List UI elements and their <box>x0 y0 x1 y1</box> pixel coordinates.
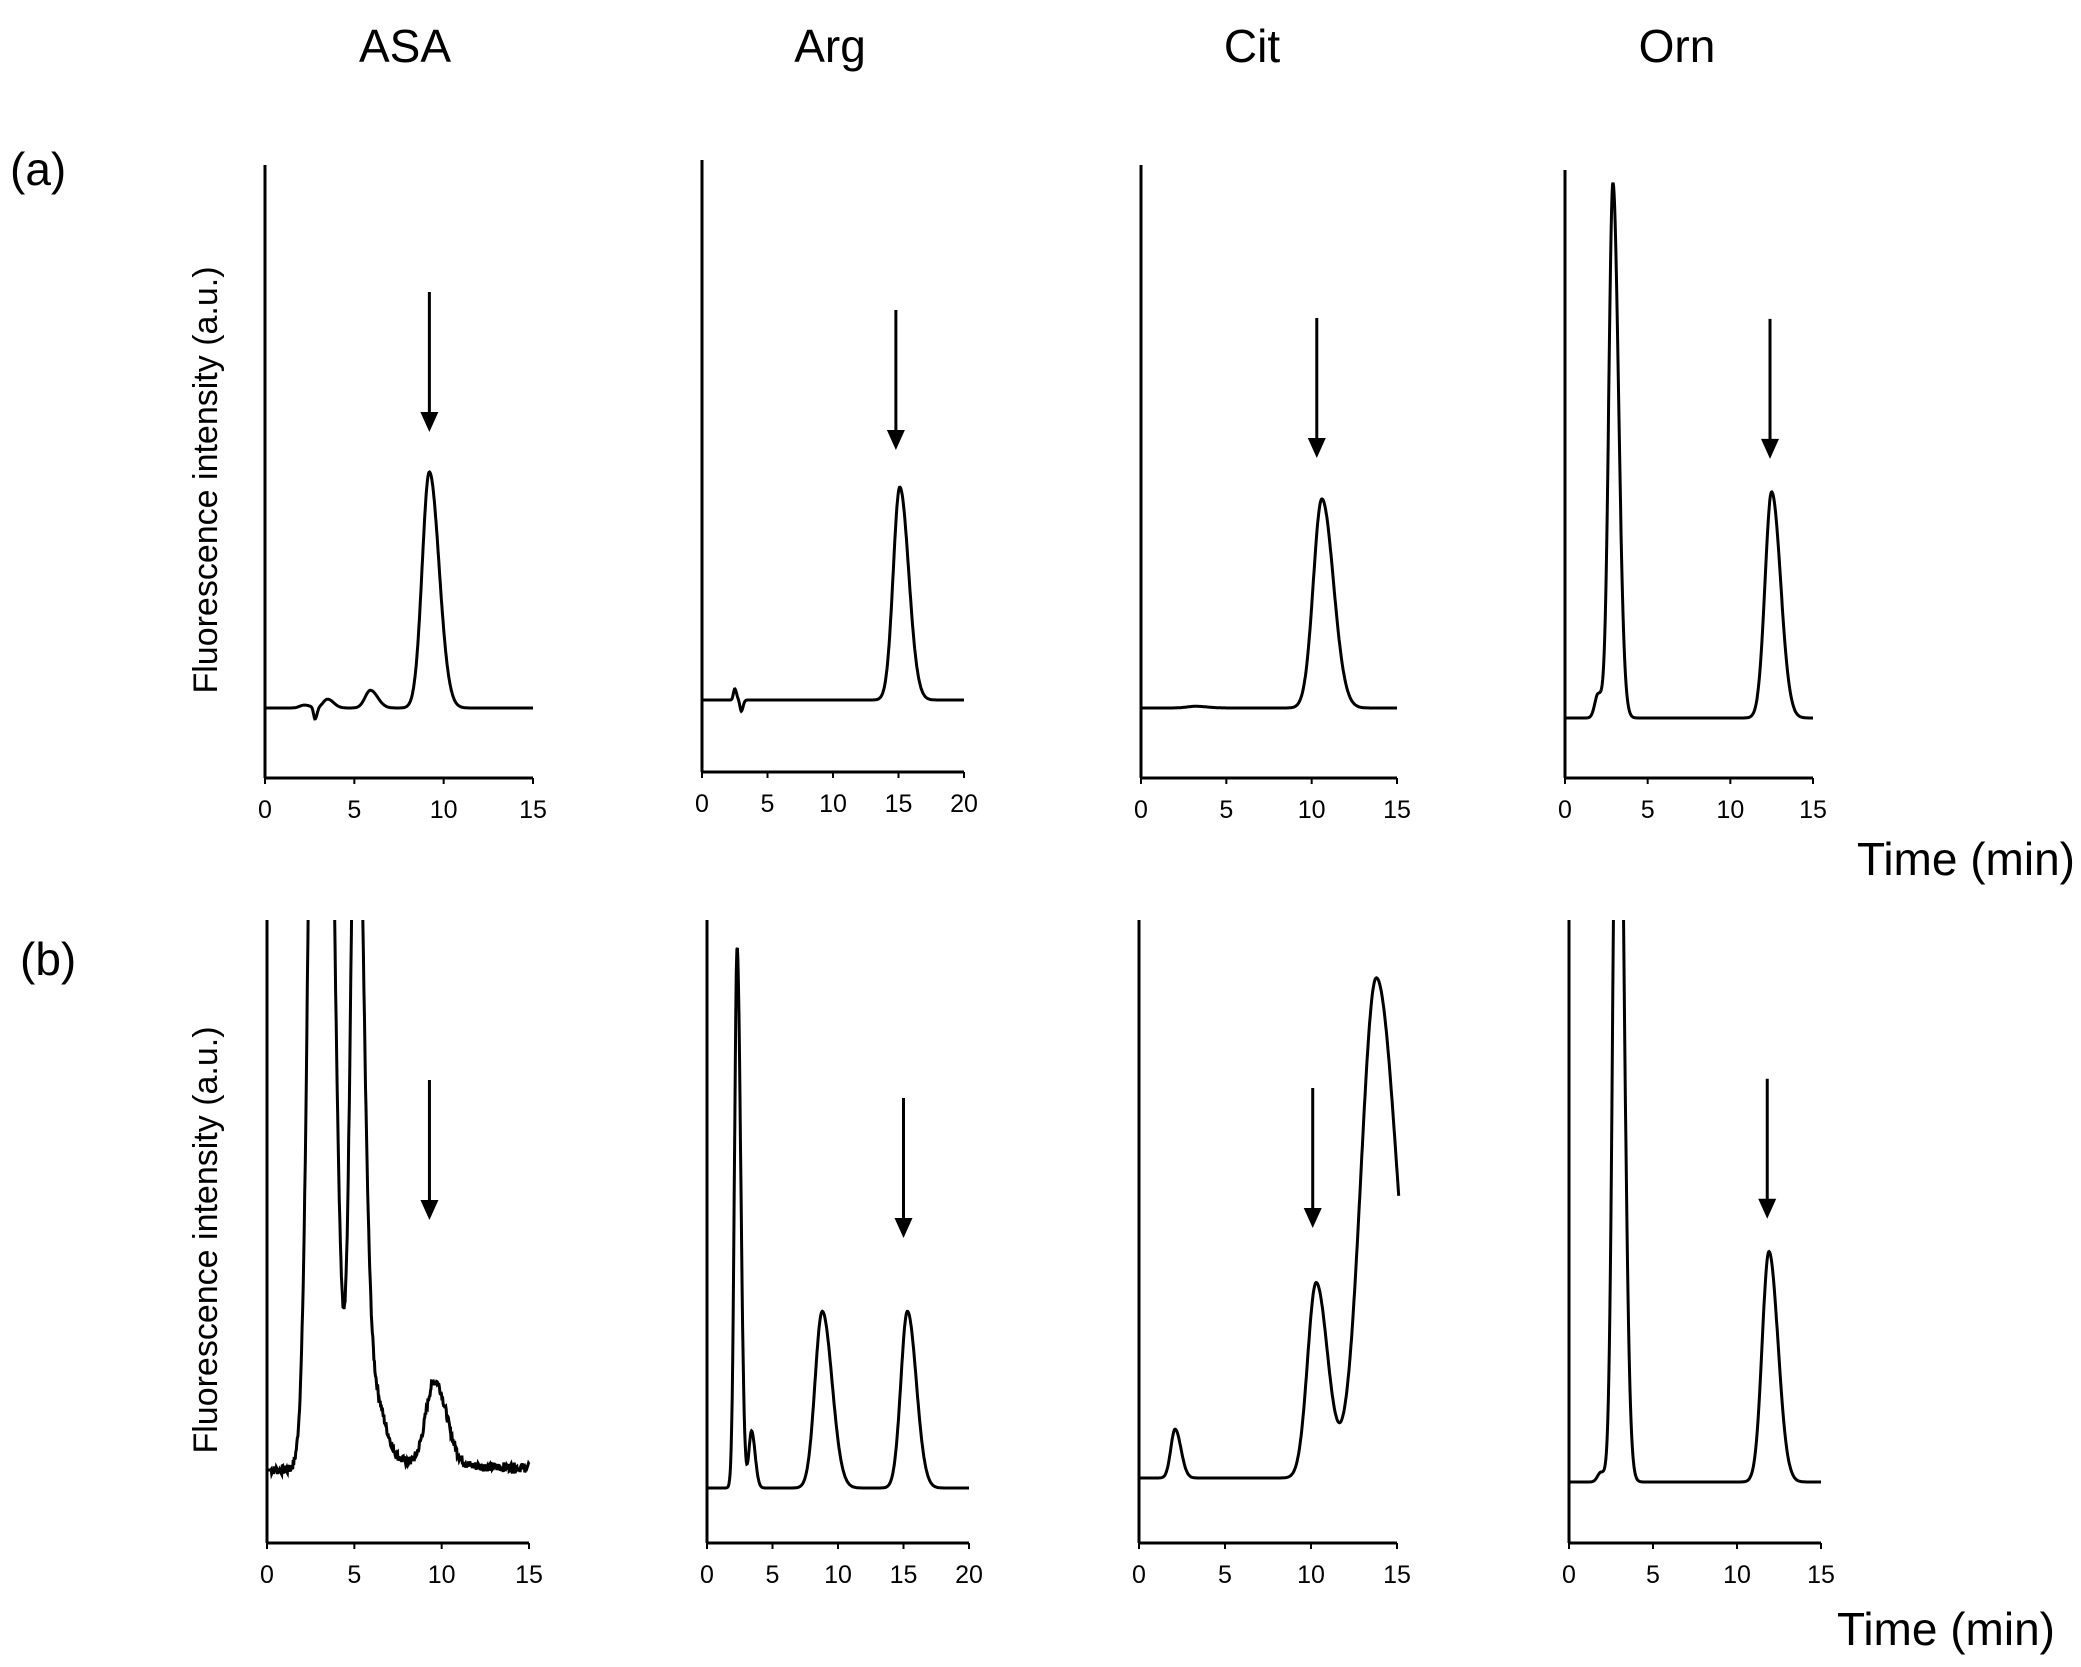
x-tick-label: 10 <box>430 796 458 824</box>
x-tick-label: 15 <box>519 796 547 824</box>
y-axis-label-row-b: Fluorescence intensity (a.u.) <box>187 1026 225 1453</box>
peak-arrow-head <box>1307 438 1326 458</box>
chromatogram-trace <box>1139 976 1401 1480</box>
x-tick-label: 15 <box>1807 1561 1835 1589</box>
panel-b-cit: 0 5 10 15 <box>1132 920 1411 1589</box>
chromatogram-trace <box>265 470 533 721</box>
x-tick-label: 15 <box>1799 796 1827 824</box>
x-tick-label: 5 <box>347 1561 361 1589</box>
peak-arrow-head <box>1303 1208 1322 1228</box>
panel-a-cit: 0 5 10 15 <box>1134 165 1411 824</box>
chromatogram-trace <box>1141 497 1397 710</box>
x-tick-label: 15 <box>885 790 913 818</box>
chromatogram-trace <box>1565 182 1813 720</box>
peak-arrow-head <box>420 412 439 432</box>
peak-arrow-head <box>886 430 905 450</box>
x-tick-label: 15 <box>1383 796 1411 824</box>
x-tick-label: 0 <box>1134 796 1148 824</box>
panel-b-asa: 0 5 10 15 <box>260 920 543 1589</box>
y-axis-label-row-a: Fluorescence intensity (a.u.) <box>187 266 225 693</box>
x-tick-label: 5 <box>1646 1561 1660 1589</box>
panel-a-arg: 0 5 10 15 20 <box>695 160 978 818</box>
peak-arrow-head <box>420 1200 439 1220</box>
panel-b-orn: 0 5 10 15 <box>1562 920 1835 1589</box>
x-tick-label: 10 <box>1723 1561 1751 1589</box>
panels: 0 5 10 15 0 5 10 15 20 0 5 10 15 0 5 10 15 0 5 10 15 0 5 10 15 20… <box>258 160 1835 1589</box>
x-tick-label: 5 <box>766 1561 780 1589</box>
x-tick-label: 10 <box>428 1561 456 1589</box>
x-tick-label: 5 <box>1219 796 1233 824</box>
x-tick-label: 0 <box>260 1561 274 1589</box>
x-tick-label: 0 <box>700 1561 714 1589</box>
x-tick-label: 5 <box>1218 1561 1232 1589</box>
column-title-cit: Cit <box>1224 20 1280 72</box>
time-axis-label-row-a: Time (min) <box>1857 833 2075 885</box>
chromatogram-trace <box>1569 920 1821 1484</box>
row-label-a: (a) <box>10 143 66 195</box>
x-tick-label: 15 <box>890 1561 918 1589</box>
panel-a-orn: 0 5 10 15 <box>1558 170 1827 824</box>
chromatogram-trace <box>707 947 969 1490</box>
x-tick-label: 20 <box>955 1561 983 1589</box>
time-axis-label-row-b: Time (min) <box>1837 1603 2055 1655</box>
peak-arrow-head <box>1758 1198 1777 1219</box>
x-tick-label: 0 <box>1132 1561 1146 1589</box>
chromatogram-trace <box>267 920 531 1480</box>
x-tick-label: 10 <box>1297 1561 1325 1589</box>
row-label-b: (b) <box>20 933 76 985</box>
column-title-asa: ASA <box>359 20 451 72</box>
x-tick-label: 0 <box>1558 796 1572 824</box>
x-tick-label: 10 <box>1716 796 1744 824</box>
x-tick-label: 15 <box>515 1561 543 1589</box>
x-tick-label: 5 <box>347 796 361 824</box>
x-tick-label: 10 <box>1298 796 1326 824</box>
x-tick-label: 10 <box>824 1561 852 1589</box>
column-titles: ASA Arg Cit Orn <box>359 20 1715 72</box>
x-tick-label: 0 <box>1562 1561 1576 1589</box>
peak-arrow-head <box>1761 438 1780 459</box>
x-tick-label: 20 <box>950 790 978 818</box>
x-tick-label: 0 <box>258 796 272 824</box>
chromatogram-trace <box>702 485 964 714</box>
peak-arrow-head <box>894 1218 913 1238</box>
column-title-arg: Arg <box>794 20 866 72</box>
x-tick-label: 15 <box>1383 1561 1411 1589</box>
x-tick-label: 5 <box>761 790 775 818</box>
panel-a-asa: 0 5 10 15 <box>258 165 547 824</box>
column-title-orn: Orn <box>1639 20 1716 72</box>
panel-b-arg: 0 5 10 15 20 <box>700 920 983 1589</box>
x-tick-label: 5 <box>1641 796 1655 824</box>
x-tick-label: 0 <box>695 790 709 818</box>
x-tick-label: 10 <box>819 790 847 818</box>
